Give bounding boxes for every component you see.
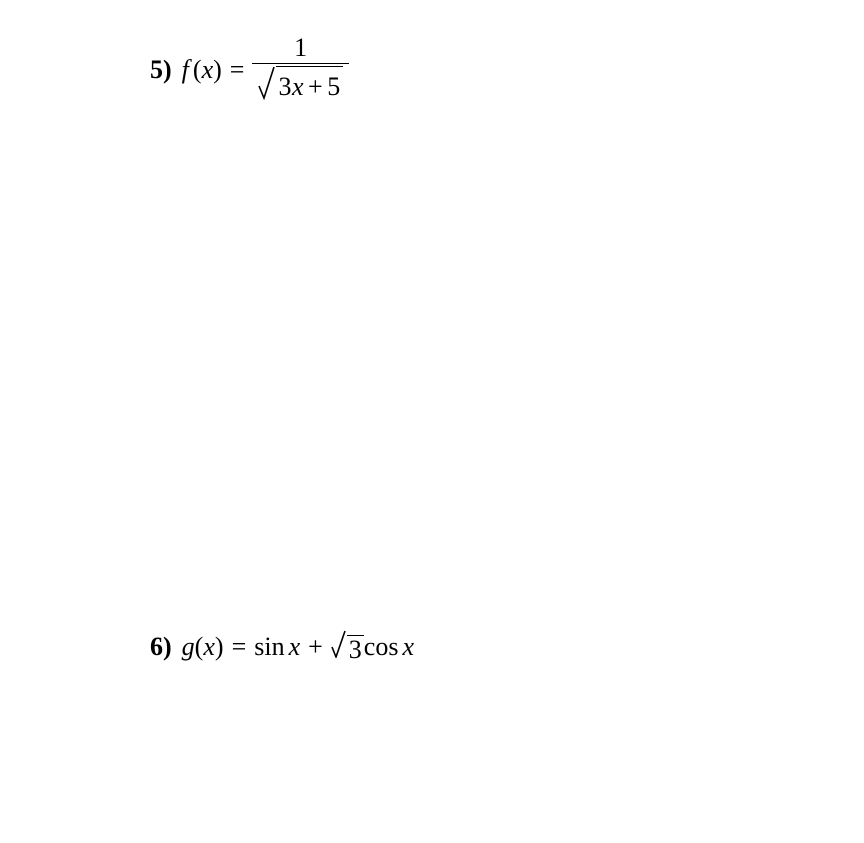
var-x: x <box>292 74 304 100</box>
square-root: 3 x + 5 <box>258 66 342 105</box>
denominator: 3 x + 5 <box>252 64 348 105</box>
problem-5-number: 5) <box>150 57 172 83</box>
radicand-3: 3 <box>347 635 364 663</box>
const-5: 5 <box>327 74 341 100</box>
argument-x: x <box>203 634 215 660</box>
sin-label: sin <box>254 634 284 660</box>
square-root: 3 <box>331 630 364 663</box>
problem-6: 6) g ( x ) = sin x + 3 <box>150 630 414 663</box>
page: 5) f ( x ) = 1 <box>0 0 864 843</box>
radical-icon <box>258 66 276 105</box>
radicand: 3 x + 5 <box>276 66 342 100</box>
problem-5: 5) f ( x ) = 1 <box>150 35 349 105</box>
problem-6-number: 6) <box>150 634 172 660</box>
fraction: 1 3 x + <box>252 35 348 105</box>
plus-sign: + <box>308 74 323 100</box>
close-paren: ) <box>213 57 222 83</box>
numerator: 1 <box>288 35 313 63</box>
sin-arg-x: x <box>289 634 301 660</box>
equals-sign: = <box>232 634 247 660</box>
cos-label: cos <box>364 634 399 660</box>
close-paren: ) <box>215 634 224 660</box>
problem-6-expression: g ( x ) = sin x + 3 co <box>182 630 414 663</box>
problem-5-expression: f ( x ) = 1 3 <box>182 35 349 105</box>
radical-icon <box>331 630 347 663</box>
coeff-3: 3 <box>278 74 292 100</box>
argument-x: x <box>202 57 214 83</box>
plus-sign: + <box>308 634 323 660</box>
function-letter: g <box>182 634 195 660</box>
open-paren: ( <box>193 57 202 83</box>
equals-sign: = <box>230 57 245 83</box>
function-letter: f <box>182 57 189 83</box>
cos-arg-x: x <box>402 634 414 660</box>
sqrt-3: 3 <box>349 637 362 663</box>
